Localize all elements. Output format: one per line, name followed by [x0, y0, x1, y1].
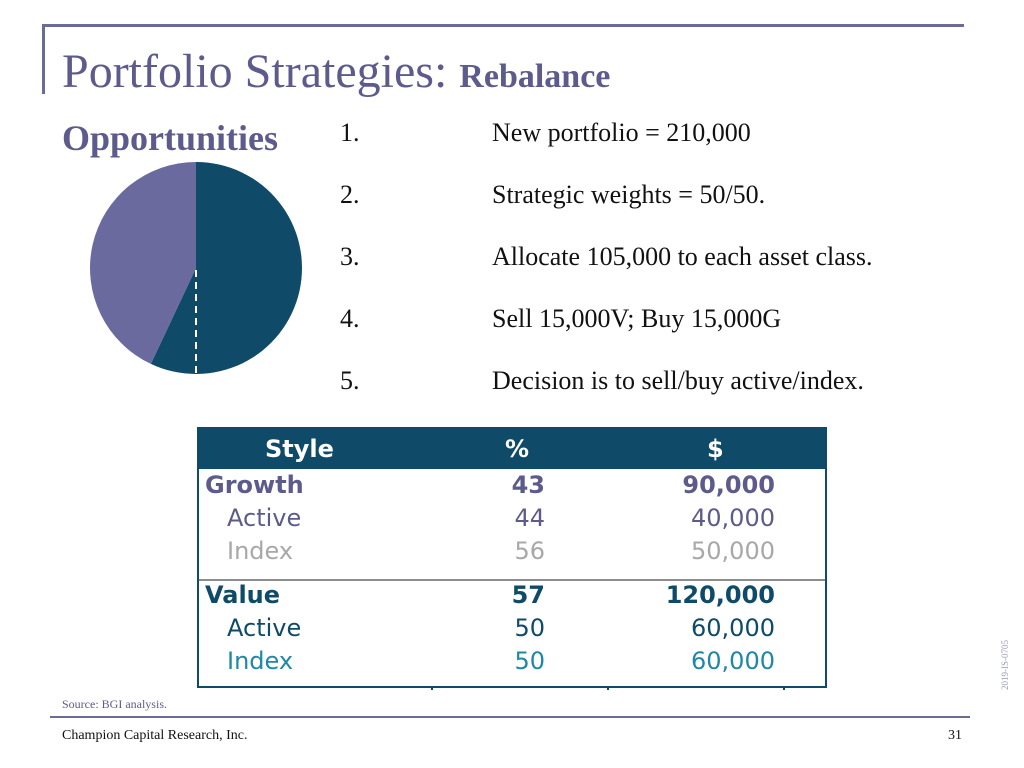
title-main: Portfolio Strategies: — [62, 45, 448, 98]
column-tick — [607, 686, 609, 690]
title-line2: Opportunities — [62, 118, 279, 158]
step-text: Decision is to sell/buy active/index. — [492, 366, 864, 395]
step-number: 2. — [340, 180, 360, 209]
step-number: 4. — [340, 304, 360, 333]
row-style: Index — [227, 647, 294, 675]
row-percent: 56 — [514, 537, 545, 565]
column-tick — [431, 686, 433, 690]
bottom-rule — [50, 716, 970, 718]
source-note: Source: BGI analysis. — [62, 697, 167, 711]
row-dollar: 50,000 — [691, 537, 775, 565]
row-dollar: 120,000 — [665, 581, 775, 609]
title-bold: Rebalance — [459, 58, 611, 95]
step-text: Allocate 105,000 to each asset class. — [492, 242, 873, 271]
step-item: 2. Strategic weights = 50/50. — [340, 180, 1020, 242]
step-item: 5. Decision is to sell/buy active/index. — [340, 366, 1020, 428]
row-style: Active — [227, 504, 302, 532]
row-percent: 43 — [511, 471, 545, 499]
header-percent: % — [505, 435, 530, 463]
column-tick — [783, 686, 785, 690]
row-percent: 50 — [514, 614, 545, 642]
row-percent: 44 — [514, 504, 545, 532]
document-code: 2019-IS-0705 — [1000, 640, 1010, 690]
row-dollar: 40,000 — [691, 504, 775, 532]
row-style: Index — [227, 537, 294, 565]
step-text: Sell 15,000V; Buy 15,000G — [492, 304, 782, 333]
step-item: 1. New portfolio = 210,000 — [340, 118, 1020, 180]
table-header: Style % $ — [199, 429, 825, 469]
row-dollar: 60,000 — [691, 614, 775, 642]
allocation-table: Style % $ Growth 43 90,000 Active 44 40,… — [197, 427, 827, 690]
step-item: 3. Allocate 105,000 to each asset class. — [340, 242, 1020, 304]
step-list: 1. New portfolio = 210,000 2. Strategic … — [340, 118, 1020, 428]
row-percent: 57 — [511, 581, 545, 609]
table-divider — [199, 579, 825, 581]
step-number: 3. — [340, 242, 360, 271]
pie-slice-value — [150, 162, 302, 374]
header-dollar: $ — [707, 435, 724, 463]
footer-company: Champion Capital Research, Inc. — [62, 728, 248, 743]
left-rule — [42, 24, 45, 94]
top-rule — [42, 24, 964, 27]
step-item: 4. Sell 15,000V; Buy 15,000G — [340, 304, 1020, 366]
step-number: 1. — [340, 118, 360, 147]
row-style: Value — [205, 581, 281, 609]
allocation-pie-chart — [89, 162, 302, 374]
row-percent: 50 — [514, 647, 545, 675]
row-dollar: 60,000 — [691, 647, 775, 675]
row-style: Growth — [205, 471, 304, 499]
row-dollar: 90,000 — [682, 471, 775, 499]
pie-slice-growth — [89, 162, 196, 364]
header-style: Style — [265, 435, 334, 463]
step-number: 5. — [340, 366, 360, 395]
step-text: New portfolio = 210,000 — [492, 118, 751, 147]
page-number: 31 — [948, 728, 962, 743]
row-style: Active — [227, 614, 302, 642]
slide-title: Portfolio Strategies: Rebalance — [62, 48, 610, 96]
step-text: Strategic weights = 50/50. — [492, 180, 766, 209]
